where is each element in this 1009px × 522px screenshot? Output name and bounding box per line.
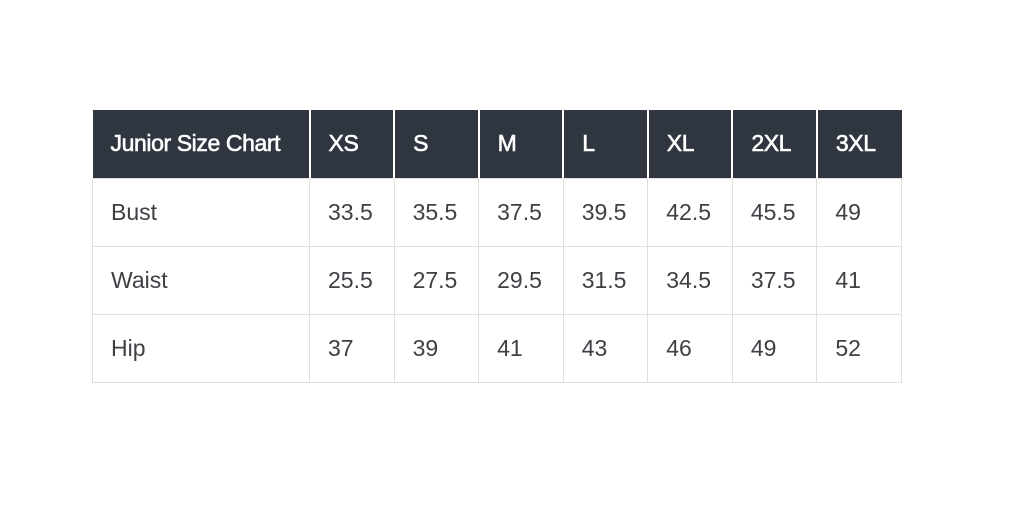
cell: 35.5 bbox=[393, 177, 480, 247]
cell: 25.5 bbox=[309, 245, 395, 315]
header-cell-3xl: 3XL bbox=[816, 110, 902, 178]
cell: 37.5 bbox=[731, 245, 818, 315]
header-cell-xl: XL bbox=[647, 110, 734, 178]
header-cell-l: L bbox=[563, 110, 649, 178]
header-cell-xs: XS bbox=[309, 110, 396, 178]
junior-size-chart: Junior Size Chart XS S M L XL 2XL 3XL Bu… bbox=[92, 110, 902, 383]
cell: 29.5 bbox=[478, 245, 564, 315]
row-label: Hip bbox=[92, 313, 310, 383]
cell: 41 bbox=[816, 245, 902, 315]
row-label: Bust bbox=[92, 177, 310, 247]
cell: 49 bbox=[731, 313, 818, 383]
cell: 31.5 bbox=[562, 245, 649, 315]
header-row: Junior Size Chart XS S M L XL 2XL 3XL bbox=[92, 110, 902, 178]
header-cell-m: M bbox=[478, 110, 565, 178]
cell: 45.5 bbox=[731, 177, 818, 247]
cell: 34.5 bbox=[647, 245, 733, 315]
cell: 42.5 bbox=[647, 177, 733, 247]
cell: 46 bbox=[647, 313, 733, 383]
cell: 33.5 bbox=[309, 177, 395, 247]
cell: 39.5 bbox=[562, 177, 649, 247]
cell: 37.5 bbox=[478, 177, 564, 247]
header-cell-2xl: 2XL bbox=[732, 110, 818, 178]
header-cell-s: S bbox=[394, 110, 480, 178]
cell: 52 bbox=[816, 313, 902, 383]
table-row-hip: Hip 37 39 41 43 46 49 52 bbox=[92, 313, 902, 383]
cell: 41 bbox=[478, 313, 564, 383]
size-chart-table: Junior Size Chart XS S M L XL 2XL 3XL Bu… bbox=[92, 110, 902, 383]
row-label: Waist bbox=[92, 245, 310, 315]
table-title: Junior Size Chart bbox=[92, 110, 311, 178]
cell: 37 bbox=[309, 313, 395, 383]
cell: 27.5 bbox=[393, 245, 480, 315]
table-row-waist: Waist 25.5 27.5 29.5 31.5 34.5 37.5 41 bbox=[92, 245, 902, 315]
cell: 43 bbox=[562, 313, 649, 383]
cell: 49 bbox=[816, 177, 902, 247]
table-row-bust: Bust 33.5 35.5 37.5 39.5 42.5 45.5 49 bbox=[92, 177, 902, 247]
cell: 39 bbox=[393, 313, 480, 383]
